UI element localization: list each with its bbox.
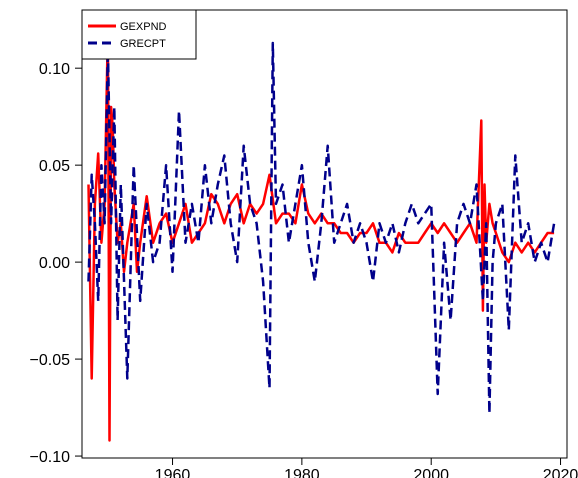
- y-tick-label: 0.10: [39, 61, 70, 78]
- legend: GEXPND GRECPT: [81, 9, 197, 60]
- y-tick-label: −0.10: [30, 449, 71, 466]
- legend-box: [81, 9, 197, 60]
- x-axis: 1960 1980 2000 2020: [155, 458, 578, 478]
- y-tick-label: 0.05: [39, 158, 70, 175]
- x-tick-label: 2020: [543, 467, 578, 478]
- y-axis: −0.10 −0.05 0.00 0.05 0.10: [30, 61, 82, 466]
- legend-label-gexpnd: GEXPND: [120, 21, 167, 33]
- x-tick-label: 1960: [155, 467, 191, 478]
- y-tick-label: −0.05: [30, 352, 71, 369]
- plot-frame: [81, 9, 568, 459]
- y-tick-label: 0.00: [39, 255, 70, 272]
- legend-label-grecpt: GRECPT: [120, 38, 166, 50]
- x-tick-label: 1980: [284, 467, 320, 478]
- series-line-gexpnd: [87, 26, 555, 442]
- series-layer: [87, 26, 556, 442]
- x-tick-label: 2000: [413, 467, 449, 478]
